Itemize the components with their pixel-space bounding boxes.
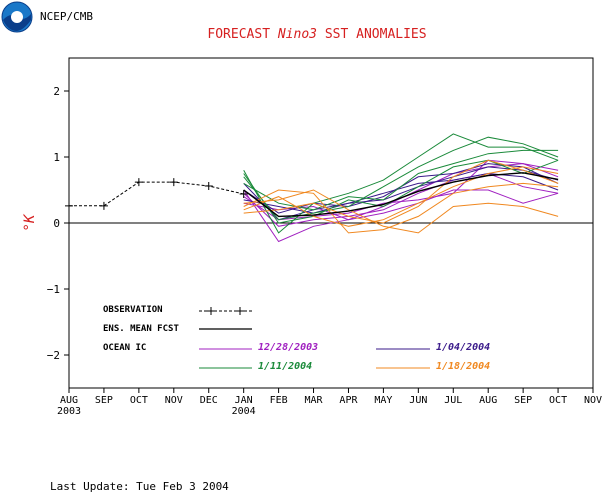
last-update: Last Update: Tue Feb 3 2004 [50,480,229,493]
x-tick-label: FEB [270,395,288,406]
y-tick-label: −1 [47,283,60,296]
legend-ens-mean-label: ENS. MEAN FCST [103,324,179,334]
forecast-series-line [243,159,559,224]
observation-marker [134,178,143,187]
x-tick-label: APR [339,395,358,406]
x-tick-label: AUG [479,395,497,406]
y-tick-label: 2 [53,85,60,98]
title-post: SST ANOMALIES [317,27,427,42]
legend-observation-label: OBSERVATION [103,305,163,315]
forecast-series-line [243,166,559,221]
x-tick-label: AUG [60,395,78,406]
x-tick-label: SEP [514,395,532,406]
title-pre: FORECAST [207,27,277,42]
x-tick-label: OCT [130,395,148,406]
observation-marker [99,201,108,210]
observation-line [69,181,244,207]
observation-marker [204,182,213,191]
title-italic: Nino3 [277,27,317,42]
x-tick-label: JUL [444,395,462,406]
ens-mean-line [243,172,559,218]
y-axis-label: °K [22,213,38,231]
forecast-lines [243,133,559,243]
observation-marker [239,189,248,198]
forecast-series-line [243,133,559,234]
x-tick-year: 2003 [57,406,81,417]
agency-label: NCEP/CMB [40,10,93,23]
forecast-series-line [243,172,559,214]
x-tick-year: 2004 [232,406,256,417]
ens-mean-group [243,172,559,218]
x-tick-label: NOV [165,395,183,406]
legend-ic-2-label: 1/04/2004 [436,342,490,353]
x-tick-label: JUN [409,395,427,406]
x-tick-label: DEC [200,395,218,406]
x-tick-label: MAY [374,395,392,406]
forecast-series-line [243,159,559,224]
x-tick-label: SEP [95,395,113,406]
y-tick-label: −2 [47,349,60,362]
y-ticks: −2 −1 0 1 2 [47,85,69,362]
x-tick-label: NOV [584,395,602,406]
chart-title: FORECAST Nino3 SST ANOMALIES [207,27,426,42]
x-tick-label: MAR [305,395,324,406]
y-tick-label: 1 [53,151,60,164]
forecast-series-line [243,149,559,211]
noaa-logo [1,1,33,33]
legend: OBSERVATION ENS. MEAN FCST OCEAN IC 12/2… [103,305,490,372]
y-tick-label: 0 [53,217,60,230]
observation-marker [65,201,73,210]
forecast-series-line [243,189,559,234]
legend-observation-markers [207,307,244,315]
legend-ic-3-label: 1/11/2004 [258,361,312,372]
legend-ic-4-label: 1/18/2004 [436,361,490,372]
legend-ic-1-label: 12/28/2003 [258,342,318,353]
observation-marker [169,178,178,187]
x-tick-label: OCT [549,395,567,406]
observation-group [65,178,248,210]
forecast-series-line [243,182,559,234]
x-tick-label: JAN [235,395,253,406]
legend-ocean-ic-label: OCEAN IC [103,343,146,353]
